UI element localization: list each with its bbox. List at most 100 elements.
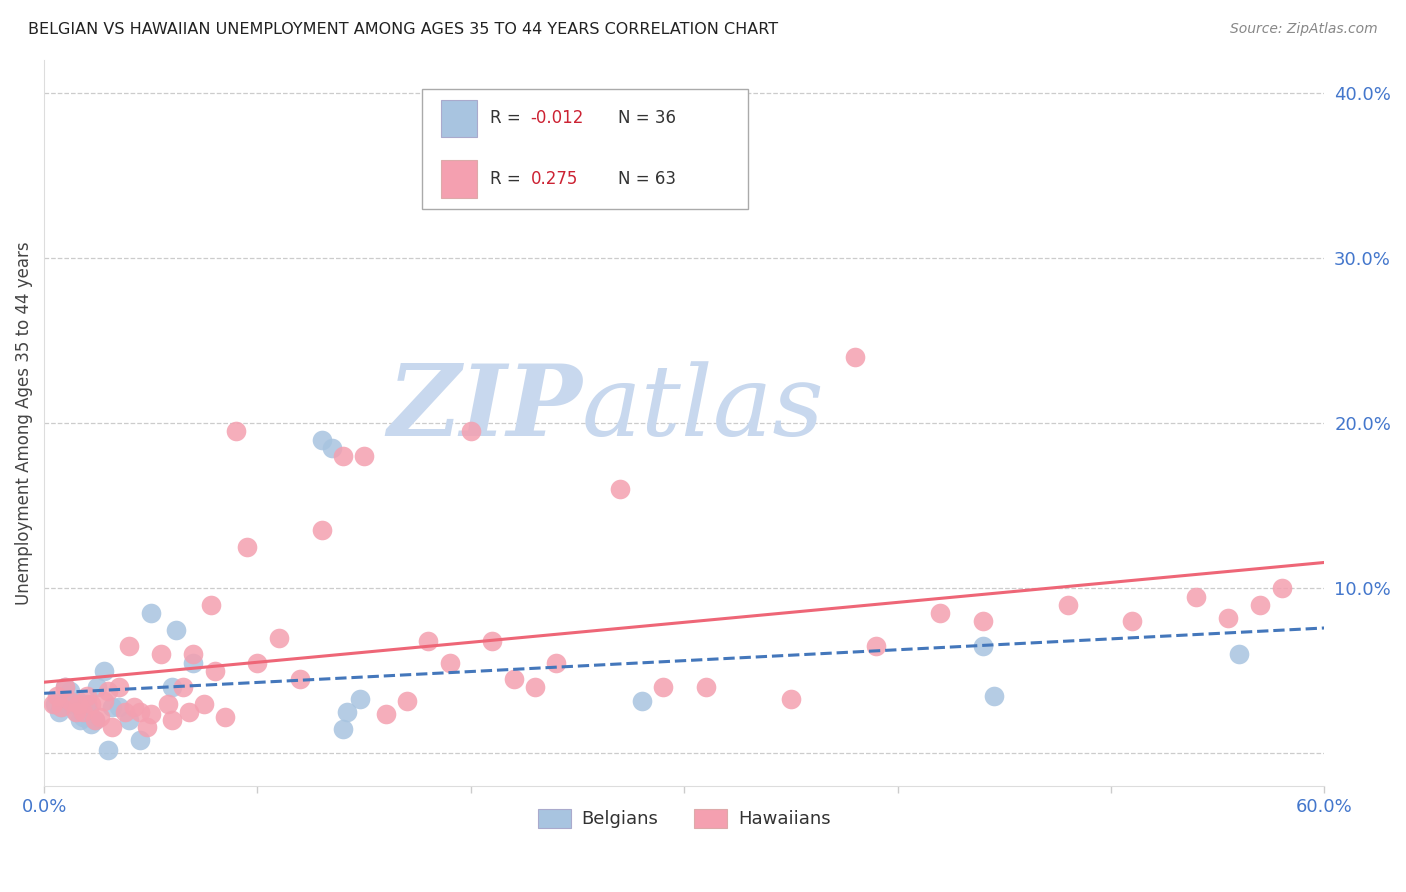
Point — [97, 743, 120, 757]
Point — [321, 441, 343, 455]
Point — [630, 693, 652, 707]
Y-axis label: Unemployment Among Ages 35 to 44 years: Unemployment Among Ages 35 to 44 years — [15, 241, 32, 605]
Point — [156, 697, 179, 711]
Point — [695, 681, 717, 695]
Point — [76, 689, 98, 703]
Point — [59, 683, 82, 698]
Point — [77, 705, 100, 719]
Point — [65, 705, 87, 719]
Text: N = 63: N = 63 — [617, 169, 676, 188]
Point — [374, 706, 396, 721]
Point — [311, 524, 333, 538]
Point — [150, 648, 173, 662]
Point — [86, 681, 108, 695]
Point — [1271, 581, 1294, 595]
Point — [76, 697, 98, 711]
Point — [101, 720, 124, 734]
Point — [865, 639, 887, 653]
Point — [183, 656, 205, 670]
Point — [67, 693, 90, 707]
Point — [200, 598, 222, 612]
Point — [60, 697, 83, 711]
Point — [225, 425, 247, 439]
Point — [236, 540, 259, 554]
Point — [1227, 648, 1250, 662]
Point — [101, 700, 124, 714]
Point — [246, 656, 269, 670]
Point — [59, 693, 82, 707]
Point — [139, 706, 162, 721]
Bar — [441, 100, 477, 137]
Point — [84, 714, 107, 728]
Point — [972, 639, 994, 653]
Point — [118, 714, 141, 728]
Point — [288, 672, 311, 686]
Point — [160, 714, 183, 728]
Text: -0.012: -0.012 — [530, 110, 583, 128]
Point — [129, 733, 152, 747]
Text: Source: ZipAtlas.com: Source: ZipAtlas.com — [1230, 22, 1378, 37]
Point — [172, 681, 194, 695]
Point — [118, 639, 141, 653]
Point — [983, 689, 1005, 703]
Point — [179, 705, 201, 719]
Point — [1249, 598, 1271, 612]
Point — [80, 697, 103, 711]
Point — [107, 700, 129, 714]
Point — [651, 681, 673, 695]
Point — [69, 714, 91, 728]
Point — [48, 705, 70, 719]
Point — [214, 710, 236, 724]
Legend: Belgians, Hawaiians: Belgians, Hawaiians — [531, 802, 838, 836]
Point — [93, 664, 115, 678]
Point — [183, 648, 205, 662]
Point — [311, 433, 333, 447]
Point — [139, 606, 162, 620]
Point — [267, 631, 290, 645]
Point — [129, 705, 152, 719]
Point — [89, 710, 111, 724]
Point — [107, 681, 129, 695]
Text: 0.275: 0.275 — [530, 169, 578, 188]
Point — [353, 449, 375, 463]
Point — [72, 710, 94, 724]
Point — [55, 681, 77, 695]
Point — [160, 681, 183, 695]
Point — [80, 716, 103, 731]
Point — [439, 656, 461, 670]
Point — [1057, 598, 1080, 612]
Point — [609, 482, 631, 496]
Point — [523, 681, 546, 695]
Text: R =: R = — [489, 169, 531, 188]
Point — [72, 705, 94, 719]
Point — [844, 350, 866, 364]
Point — [41, 697, 63, 711]
Point — [51, 700, 73, 714]
Text: N = 36: N = 36 — [617, 110, 676, 128]
Point — [193, 697, 215, 711]
Point — [1218, 611, 1240, 625]
Point — [460, 425, 482, 439]
Point — [929, 606, 952, 620]
Point — [45, 689, 67, 703]
Point — [546, 656, 568, 670]
Point — [55, 681, 77, 695]
Point — [122, 700, 145, 714]
Point — [972, 615, 994, 629]
Point — [93, 693, 115, 707]
Point — [44, 697, 66, 711]
Text: ZIP: ZIP — [387, 360, 582, 457]
Point — [332, 449, 354, 463]
Point — [65, 705, 87, 719]
Point — [780, 692, 803, 706]
Point — [336, 705, 359, 719]
Point — [67, 697, 90, 711]
Point — [332, 722, 354, 736]
Text: R =: R = — [489, 110, 526, 128]
FancyBboxPatch shape — [422, 88, 748, 209]
Text: BELGIAN VS HAWAIIAN UNEMPLOYMENT AMONG AGES 35 TO 44 YEARS CORRELATION CHART: BELGIAN VS HAWAIIAN UNEMPLOYMENT AMONG A… — [28, 22, 779, 37]
Point — [114, 705, 136, 719]
Point — [73, 700, 96, 714]
Point — [165, 623, 187, 637]
Point — [418, 634, 440, 648]
